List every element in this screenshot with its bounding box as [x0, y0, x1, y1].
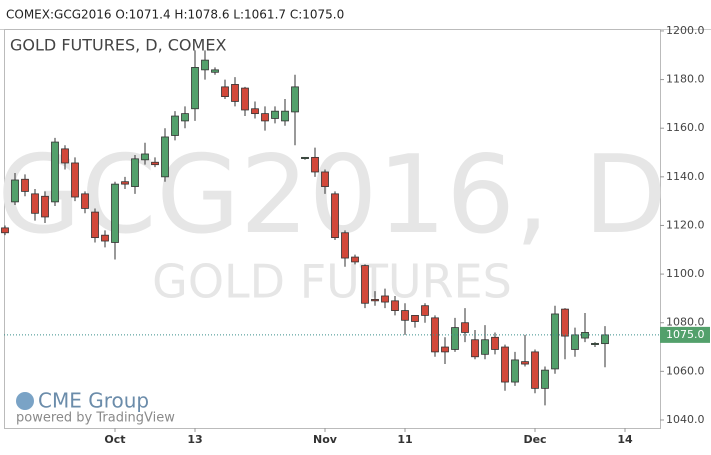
candle-body: [301, 156, 309, 159]
y-tick-label: 1040.0: [666, 413, 705, 426]
candle-body: [101, 234, 109, 242]
y-tick-label: 1180.0: [666, 73, 705, 86]
plot: [1, 50, 609, 406]
candle-body: [571, 334, 579, 350]
last-price-label: 1075.0: [666, 328, 705, 341]
candle-body: [201, 59, 209, 71]
candle-body: [211, 69, 219, 73]
y-tick-label: 1160.0: [666, 121, 705, 134]
candle-body: [371, 298, 379, 302]
candle-body: [501, 346, 509, 383]
candle-body: [411, 315, 419, 322]
candle-body: [221, 86, 229, 97]
last-price-box: [660, 326, 710, 343]
y-tick-label: 1140.0: [666, 170, 705, 183]
candle-body: [431, 317, 439, 353]
candle-body: [51, 141, 59, 203]
candle-body: [81, 193, 89, 209]
candle-body: [1, 227, 9, 234]
x-tick-label: 14: [617, 433, 633, 446]
candle-body: [61, 148, 69, 164]
candle-body: [251, 108, 259, 115]
candle-body: [381, 295, 389, 303]
candle-body: [41, 195, 49, 218]
candle-body: [461, 322, 469, 333]
candle-body: [421, 305, 429, 316]
logo-icon: [16, 392, 34, 410]
candle-body: [491, 336, 499, 350]
candle-body: [541, 369, 549, 389]
candle-body: [471, 339, 479, 358]
candle-body: [321, 171, 329, 187]
candle-body: [231, 84, 239, 102]
candle-body: [11, 179, 19, 203]
y-tick-label: 1080.0: [666, 316, 705, 329]
candle-body: [391, 300, 399, 311]
x-tick-label: Oct: [104, 433, 125, 446]
candle-body: [451, 327, 459, 350]
y-tick-label: 1120.0: [666, 218, 705, 231]
candle-body: [21, 178, 29, 192]
candle-body: [581, 332, 589, 339]
candle-body: [561, 308, 569, 337]
candle-body: [481, 339, 489, 355]
candle-body: [331, 193, 339, 239]
candle-body: [591, 342, 599, 346]
candle-body: [191, 67, 199, 110]
y-tick-label: 1100.0: [666, 267, 705, 280]
candle-body: [151, 161, 159, 166]
candle-body: [441, 346, 449, 353]
candle-body: [511, 359, 519, 383]
candle-body: [171, 115, 179, 136]
watermark-subtitle: GOLD FUTURES: [152, 255, 512, 309]
candle-body: [271, 110, 279, 119]
x-tick-label: 11: [397, 433, 412, 446]
chart-title: GOLD FUTURES, D, COMEX: [10, 36, 226, 55]
credit: powered by TradingView: [16, 411, 175, 426]
candle-body: [551, 313, 559, 370]
y-tick-label: 1060.0: [666, 364, 705, 377]
candle-body: [601, 334, 609, 345]
x-tick-label: Dec: [523, 433, 546, 446]
header-symbol: COMEX:GCG2016 O:1071.4 H:1078.6 L:1061.7…: [6, 8, 344, 22]
candle-body: [131, 158, 139, 187]
candle-body: [351, 256, 359, 263]
x-tick-label: 13: [187, 433, 202, 446]
candle-body: [341, 232, 349, 259]
candle-body: [531, 351, 539, 389]
candle-body: [261, 113, 269, 122]
logo: CME Group: [38, 389, 149, 413]
candle-body: [91, 211, 99, 239]
candle-body: [121, 181, 129, 185]
candle-body: [141, 153, 149, 161]
candle-body: [161, 136, 169, 178]
candle-body: [281, 110, 289, 122]
x-tick-label: Nov: [313, 433, 338, 446]
candle-body: [181, 113, 189, 122]
y-tick-label: 1200.0: [666, 24, 705, 37]
candle-body: [311, 156, 319, 173]
candle-body: [241, 87, 249, 111]
candle-body: [291, 86, 299, 113]
candle-body: [361, 265, 369, 304]
candle-body: [401, 310, 409, 321]
candle-body: [31, 193, 39, 214]
candle-body: [521, 361, 529, 365]
candle-body: [111, 183, 119, 243]
candle-body: [71, 162, 79, 198]
